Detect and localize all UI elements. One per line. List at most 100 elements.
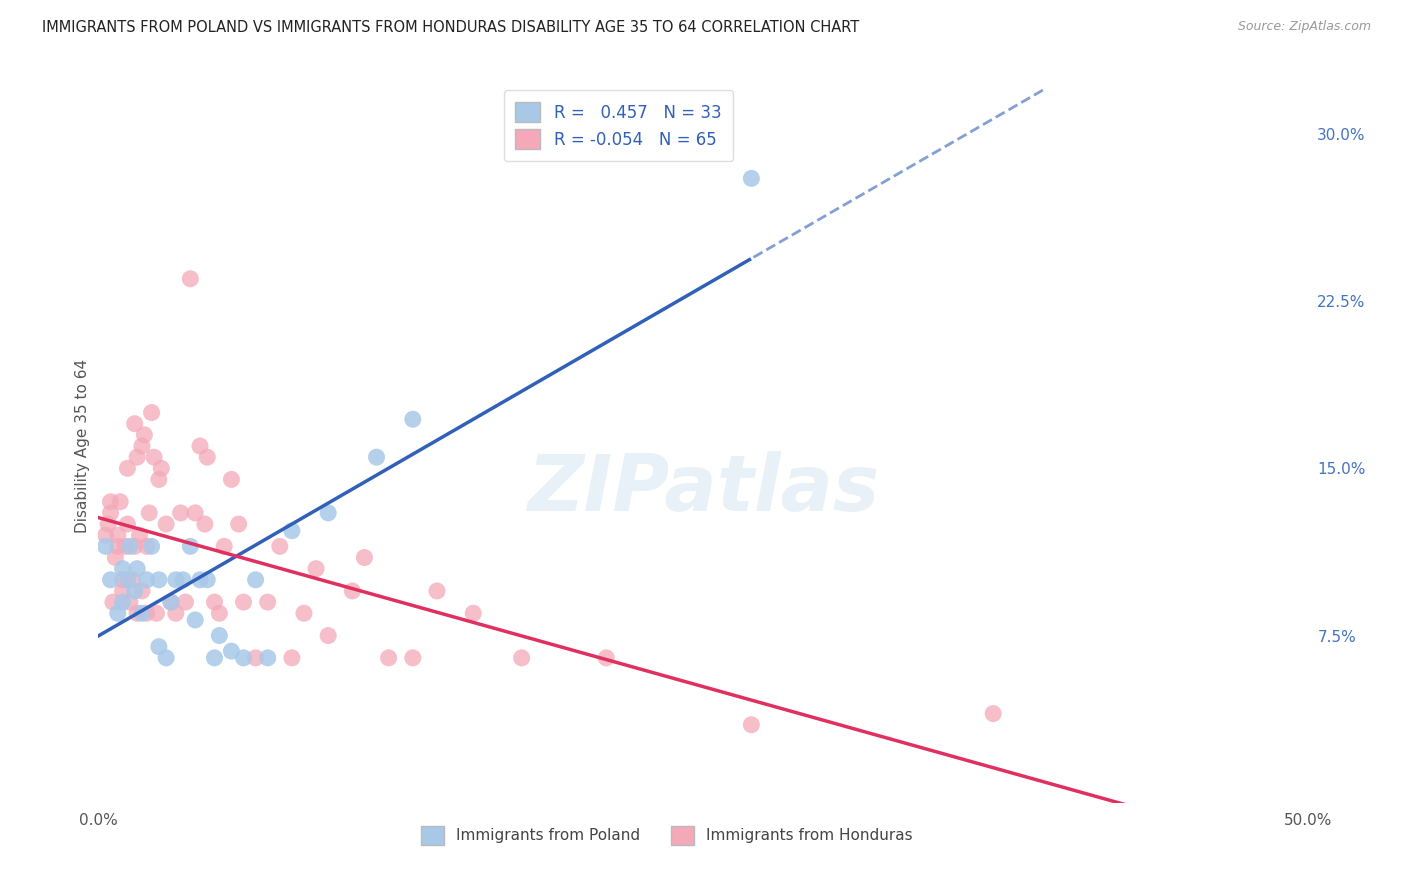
Point <box>107 539 129 553</box>
Point <box>148 573 170 587</box>
Point <box>245 651 267 665</box>
Point <box>402 412 425 426</box>
Point <box>212 539 235 553</box>
Point <box>316 506 339 520</box>
Point <box>131 607 153 621</box>
Point <box>195 573 218 587</box>
Point <box>143 450 166 464</box>
Point <box>138 506 160 520</box>
Point <box>155 651 177 665</box>
Point <box>353 550 375 565</box>
Point <box>121 573 143 587</box>
Point <box>160 595 183 609</box>
Legend: Immigrants from Poland, Immigrants from Honduras: Immigrants from Poland, Immigrants from … <box>413 818 920 852</box>
Point <box>204 595 226 609</box>
Point <box>111 562 134 576</box>
Point <box>188 439 211 453</box>
Point <box>232 651 254 665</box>
Point <box>148 640 170 654</box>
Point <box>221 644 243 658</box>
Point <box>117 516 139 531</box>
Point <box>124 539 146 553</box>
Point <box>305 562 328 576</box>
Point <box>188 573 211 587</box>
Point <box>127 562 149 576</box>
Point <box>377 651 399 665</box>
Point <box>114 539 136 553</box>
Point <box>135 539 157 553</box>
Point <box>124 583 146 598</box>
Y-axis label: Disability Age 35 to 64: Disability Age 35 to 64 <box>75 359 90 533</box>
Point <box>131 439 153 453</box>
Point <box>135 573 157 587</box>
Text: IMMIGRANTS FROM POLAND VS IMMIGRANTS FROM HONDURAS DISABILITY AGE 35 TO 64 CORRE: IMMIGRANTS FROM POLAND VS IMMIGRANTS FRO… <box>42 20 859 35</box>
Point <box>165 607 187 621</box>
Point <box>100 573 122 587</box>
Point <box>111 573 134 587</box>
Point <box>179 539 201 553</box>
Point <box>281 651 304 665</box>
Text: ZIPatlas: ZIPatlas <box>527 450 879 527</box>
Point <box>169 506 191 520</box>
Point <box>127 450 149 464</box>
Point <box>316 628 339 642</box>
Point <box>172 573 194 587</box>
Point <box>510 651 533 665</box>
Point <box>150 461 173 475</box>
Point <box>281 524 304 538</box>
Point <box>94 539 117 553</box>
Point <box>108 494 131 508</box>
Point <box>141 405 163 419</box>
Point <box>245 573 267 587</box>
Point <box>174 595 197 609</box>
Point <box>94 528 117 542</box>
Point <box>118 539 141 553</box>
Point <box>155 516 177 531</box>
Point <box>595 651 617 665</box>
Point <box>107 528 129 542</box>
Point <box>221 473 243 487</box>
Point <box>111 595 134 609</box>
Point <box>141 539 163 553</box>
Point <box>463 607 485 621</box>
Point <box>101 595 124 609</box>
Text: Source: ZipAtlas.com: Source: ZipAtlas.com <box>1237 20 1371 33</box>
Point <box>342 583 364 598</box>
Point <box>269 539 291 553</box>
Point <box>256 595 278 609</box>
Point <box>117 573 139 587</box>
Point <box>145 607 167 621</box>
Point <box>148 473 170 487</box>
Point <box>100 506 122 520</box>
Point <box>100 494 122 508</box>
Point <box>127 607 149 621</box>
Point <box>740 171 762 186</box>
Point <box>256 651 278 665</box>
Point <box>128 528 150 542</box>
Point <box>131 583 153 598</box>
Point <box>426 583 449 598</box>
Point <box>97 516 120 531</box>
Point <box>179 271 201 285</box>
Point <box>204 651 226 665</box>
Point <box>165 573 187 587</box>
Point <box>366 450 388 464</box>
Point <box>402 651 425 665</box>
Point <box>232 595 254 609</box>
Point <box>228 516 250 531</box>
Point <box>107 607 129 621</box>
Point <box>208 607 231 621</box>
Point <box>184 613 207 627</box>
Point <box>111 583 134 598</box>
Point <box>292 607 315 621</box>
Point <box>104 550 127 565</box>
Point <box>184 506 207 520</box>
Point <box>195 450 218 464</box>
Point <box>124 417 146 431</box>
Point <box>981 706 1004 721</box>
Point <box>160 595 183 609</box>
Point <box>208 628 231 642</box>
Point <box>134 427 156 442</box>
Point <box>194 516 217 531</box>
Point <box>117 461 139 475</box>
